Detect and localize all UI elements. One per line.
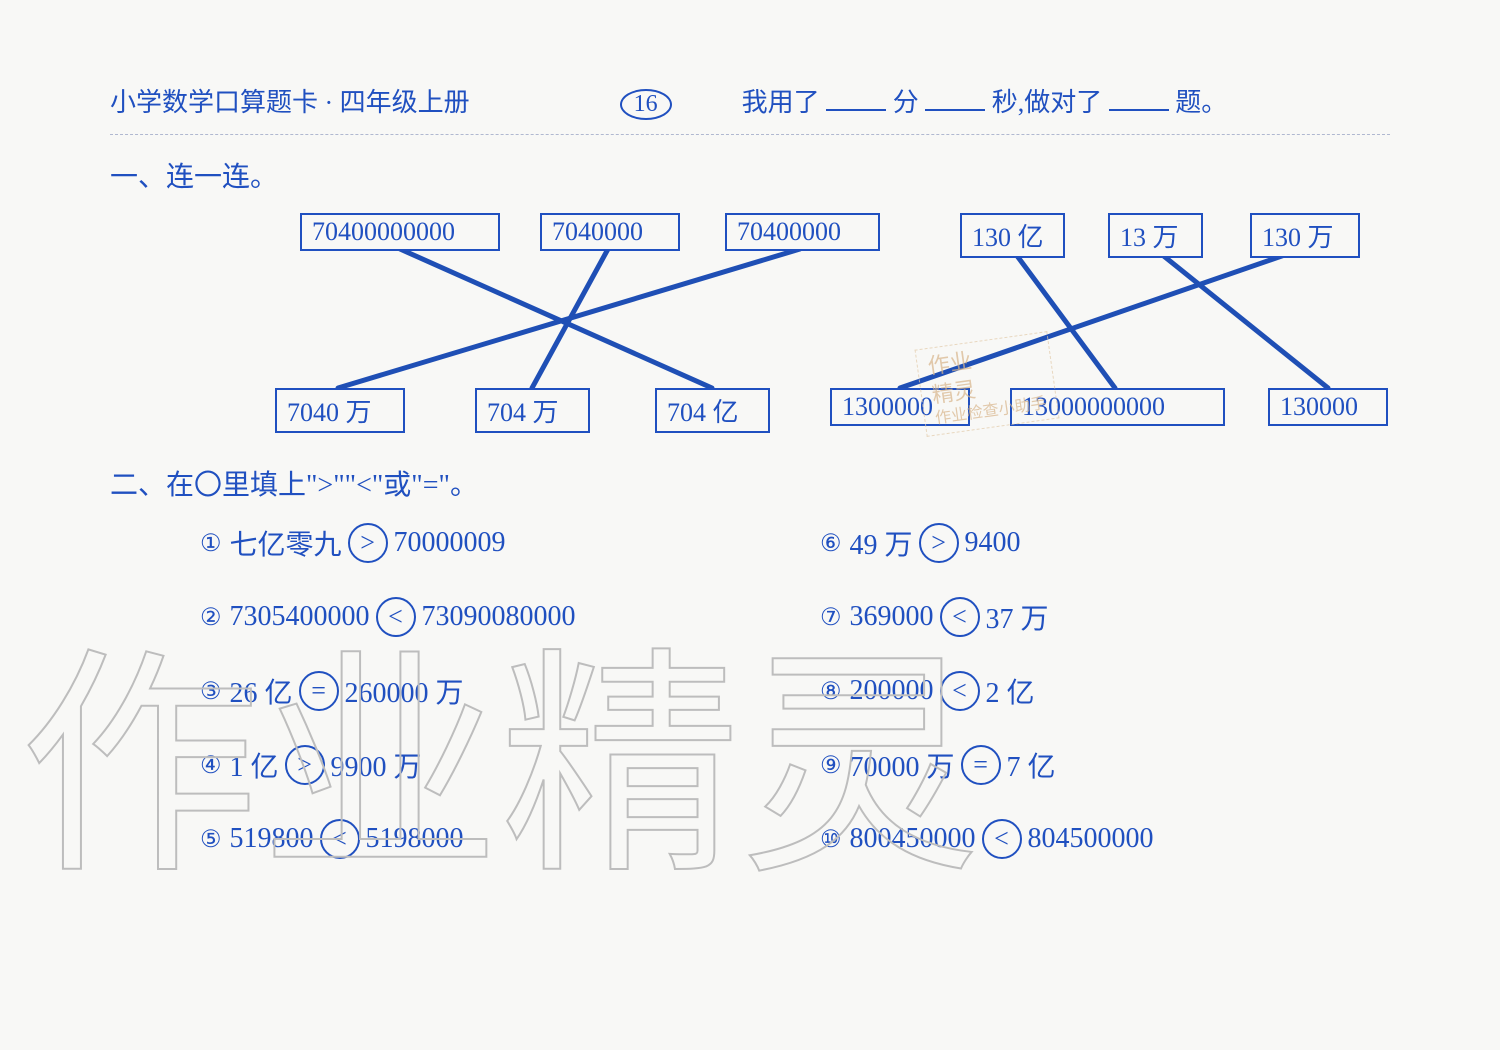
match-box: 70400000 xyxy=(725,213,880,251)
comparison-row: ② 7305400000<73090080000 xyxy=(200,597,760,637)
item-number: ④ xyxy=(200,751,222,780)
comparison-row: ⑦ 369000<37 万 xyxy=(820,597,1154,637)
left-operand: 800450000 xyxy=(850,823,976,855)
comparisons-right: ⑥49 万>9400⑦369000<37 万⑧200000<2 亿⑨70000 … xyxy=(820,523,1154,859)
operator-circle[interactable]: = xyxy=(961,745,1001,785)
left-operand: 49 万 xyxy=(850,523,913,563)
blank-minutes[interactable] xyxy=(826,80,886,111)
prefix: 我用了 xyxy=(742,88,820,117)
page-header: 小学数学口算题卡 · 四年级上册 16 我用了 分 秒,做对了 题。 xyxy=(110,80,1390,120)
comparison-row: ③ 26 亿=260000 万 xyxy=(200,671,760,711)
left-operand: 70000 万 xyxy=(850,745,955,785)
comparisons-left: ①七亿零九>70000009②7305400000<73090080000③26… xyxy=(200,523,760,859)
operator-circle[interactable]: < xyxy=(982,819,1022,859)
right-operand: 37 万 xyxy=(986,597,1049,637)
left-operand: 369000 xyxy=(850,601,934,633)
right-operand: 9400 xyxy=(965,527,1021,559)
left-operand: 1 亿 xyxy=(230,745,279,785)
comparison-row: ⑧ 200000<2 亿 xyxy=(820,671,1154,711)
score-line: 我用了 分 秒,做对了 题。 xyxy=(742,80,1228,119)
operator-circle[interactable]: = xyxy=(299,671,339,711)
right-operand: 73090080000 xyxy=(422,601,576,633)
item-number: ⑦ xyxy=(820,603,842,632)
operator-circle[interactable]: > xyxy=(919,523,959,563)
blank-seconds[interactable] xyxy=(925,80,985,111)
match-box: 704 万 xyxy=(475,388,590,433)
label-fen: 分 xyxy=(893,88,919,117)
label-miao: 秒,做对了 xyxy=(992,88,1103,117)
comparison-row: ④ 1 亿>9900 万 xyxy=(200,745,760,785)
match-box: 704 亿 xyxy=(655,388,770,433)
right-operand: 260000 万 xyxy=(345,671,464,711)
item-number: ⑥ xyxy=(820,529,842,558)
matching-area: 70400000000 7040000 70400000 130 亿 13 万 130 万… xyxy=(170,213,1390,443)
item-number: ⑧ xyxy=(820,677,842,706)
book-title: 小学数学口算题卡 · 四年级上册 xyxy=(110,82,470,119)
operator-circle[interactable]: < xyxy=(320,819,360,859)
item-number: ② xyxy=(200,603,222,632)
item-number: ⑨ xyxy=(820,751,842,780)
match-box: 13 万 xyxy=(1108,213,1203,258)
section2-title: 二、在〇里填上">""<"或"="。 xyxy=(110,463,1390,503)
operator-circle[interactable]: > xyxy=(285,745,325,785)
item-number: ③ xyxy=(200,677,222,706)
match-box: 7040 万 xyxy=(275,388,405,433)
match-box: 7040000 xyxy=(540,213,680,251)
left-operand: 200000 xyxy=(850,675,934,707)
section1-title: 一、连一连。 xyxy=(110,155,1390,195)
match-box: 130 亿 xyxy=(960,213,1065,258)
comparison-row: ① 七亿零九>70000009 xyxy=(200,523,760,563)
right-operand: 804500000 xyxy=(1028,823,1154,855)
left-operand: 519800 xyxy=(230,823,314,855)
match-box: 70400000000 xyxy=(300,213,500,251)
page-number: 16 xyxy=(620,89,672,120)
right-operand: 9900 万 xyxy=(331,745,422,785)
blank-count[interactable] xyxy=(1109,80,1169,111)
right-operand: 2 亿 xyxy=(986,671,1035,711)
comparison-row: ⑩ 800450000<804500000 xyxy=(820,819,1154,859)
operator-circle[interactable]: > xyxy=(348,523,388,563)
item-number: ⑤ xyxy=(200,825,222,854)
left-operand: 26 亿 xyxy=(230,671,293,711)
right-operand: 7 亿 xyxy=(1007,745,1056,785)
comparisons: ①七亿零九>70000009②7305400000<73090080000③26… xyxy=(110,523,1390,859)
match-box: 13000000000 xyxy=(1010,388,1225,426)
left-operand: 7305400000 xyxy=(230,601,370,633)
match-box: 130 万 xyxy=(1250,213,1360,258)
comparison-row: ⑤ 519800<5198000 xyxy=(200,819,760,859)
operator-circle[interactable]: < xyxy=(940,671,980,711)
match-box: 130000 xyxy=(1268,388,1388,426)
header-divider xyxy=(110,134,1390,135)
label-ti: 题。 xyxy=(1175,88,1227,117)
comparison-row: ⑨ 70000 万=7 亿 xyxy=(820,745,1154,785)
operator-circle[interactable]: < xyxy=(376,597,416,637)
item-number: ⑩ xyxy=(820,825,842,854)
right-operand: 5198000 xyxy=(366,823,464,855)
left-operand: 七亿零九 xyxy=(230,523,342,563)
operator-circle[interactable]: < xyxy=(940,597,980,637)
match-box: 1300000 xyxy=(830,388,970,426)
comparison-row: ⑥ 49 万>9400 xyxy=(820,523,1154,563)
item-number: ① xyxy=(200,529,222,558)
right-operand: 70000009 xyxy=(394,527,506,559)
